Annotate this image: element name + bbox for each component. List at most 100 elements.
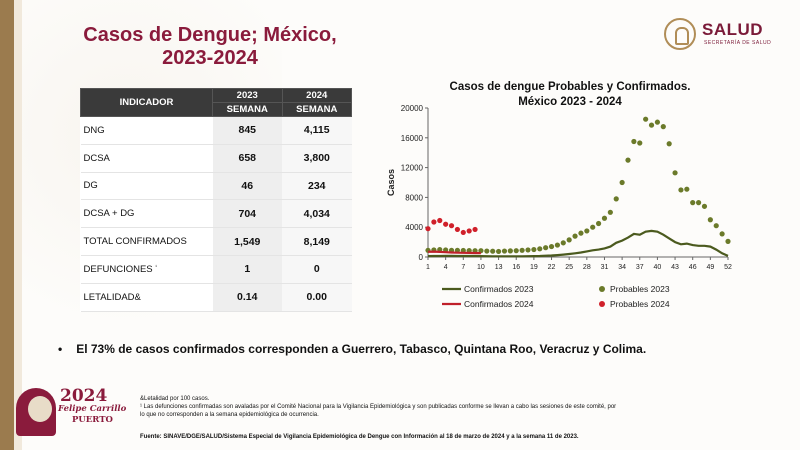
table-row: DCSA + DG 704 4,034 bbox=[80, 199, 352, 229]
header-2023: 2023 bbox=[212, 88, 283, 103]
footnote-marker: ¹ bbox=[155, 263, 157, 270]
footnote-defunciones-cont: lo que no corresponden a la semana epide… bbox=[140, 412, 319, 418]
x-tick-label: 43 bbox=[671, 264, 679, 271]
row-label: DCSA + DG bbox=[80, 199, 213, 229]
header-semana-2024: SEMANA bbox=[281, 102, 352, 117]
point-probables-2023 bbox=[548, 243, 555, 250]
chart-title-line1: Casos de dengue Probables y Confirmados. bbox=[449, 81, 691, 93]
point-probables-2023 bbox=[672, 170, 678, 176]
point-probables-2023 bbox=[607, 209, 613, 215]
x-tick-label: 40 bbox=[654, 264, 662, 271]
point-probables-2023 bbox=[501, 248, 508, 254]
point-probables-2023 bbox=[595, 220, 602, 227]
bullet-point: • El 73% de casos confirmados corresponde… bbox=[58, 342, 646, 356]
table-header-row: INDICADOR 2023 2024 bbox=[80, 88, 352, 117]
x-tick-label: 31 bbox=[601, 264, 609, 271]
value-2024: 8,149 bbox=[282, 227, 352, 256]
logo-subtitle: SECRETARÍA DE SALUD bbox=[704, 40, 772, 46]
y-tick-label: 12000 bbox=[401, 164, 424, 173]
legend-label-confirmados-2024: Confirmados 2024 bbox=[464, 299, 534, 309]
point-probables-2023 bbox=[519, 247, 525, 253]
point-probables-2023 bbox=[572, 233, 578, 239]
point-probables-2024 bbox=[460, 229, 466, 236]
value-2024: 234 bbox=[282, 172, 352, 201]
point-probables-2023 bbox=[531, 246, 537, 253]
row-label: DNG bbox=[80, 116, 213, 145]
point-probables-2023 bbox=[537, 246, 543, 252]
point-probables-2023 bbox=[660, 124, 666, 130]
x-tick-label: 13 bbox=[495, 264, 503, 271]
point-probables-2023 bbox=[713, 223, 719, 229]
x-tick-label: 34 bbox=[618, 264, 626, 271]
footnote-letalidad: &Letalidad por 100 casos. bbox=[140, 396, 210, 402]
point-probables-2024 bbox=[472, 226, 478, 233]
bullet-dot-icon: • bbox=[58, 342, 63, 356]
point-probables-2023 bbox=[637, 140, 643, 146]
bullet-text: El 73% de casos confirmados corresponden… bbox=[76, 342, 647, 356]
legend-swatch-probables-2024 bbox=[599, 301, 605, 307]
chart-title-line2: México 2023 - 2024 bbox=[518, 96, 622, 108]
value-2023: 46 bbox=[212, 172, 282, 201]
header-2024: 2024 bbox=[281, 88, 352, 103]
point-probables-2023 bbox=[701, 203, 708, 209]
felipe-carrillo-badge: 2024 Felipe Carrillo PUERTO bbox=[12, 386, 130, 438]
point-probables-2023 bbox=[695, 200, 702, 206]
point-probables-2023 bbox=[684, 186, 690, 192]
series-line-confirmados-2023 bbox=[427, 229, 729, 258]
dengue-chart: 0 4000 8000 12000 16000 20000 1 4 7 10 13 16 19 22 25 2… bbox=[386, 104, 732, 309]
point-probables-2023 bbox=[690, 200, 696, 206]
point-probables-2023 bbox=[554, 242, 561, 248]
x-tick-label: 46 bbox=[689, 264, 697, 271]
row-label: DCSA bbox=[80, 144, 213, 173]
y-tick-label: 8000 bbox=[405, 193, 423, 202]
point-probables-2023 bbox=[513, 248, 519, 254]
legend-label-probables-2023: Probables 2023 bbox=[610, 284, 670, 294]
point-probables-2023 bbox=[560, 240, 566, 246]
row-label: DG bbox=[80, 172, 213, 201]
value-2023: 0.14 bbox=[212, 283, 282, 312]
source-note: Fuente: SINAVE/DGE/SALUD/Sistema Especia… bbox=[140, 434, 579, 440]
table-row: LETALIDAD& 0.14 0.00 bbox=[80, 283, 352, 312]
point-probables-2023 bbox=[507, 248, 513, 254]
value-2024: 4,034 bbox=[282, 199, 352, 229]
legend-swatch-probables-2023 bbox=[599, 286, 605, 292]
table-header-row-2: SEMANA SEMANA bbox=[81, 102, 352, 117]
x-tick-label: 1 bbox=[426, 264, 430, 271]
y-tick-label: 0 bbox=[419, 253, 424, 262]
point-probables-2023 bbox=[584, 228, 590, 234]
value-2024: 0.00 bbox=[282, 283, 352, 312]
legend-label-probables-2024: Probables 2024 bbox=[610, 299, 670, 309]
y-tick-label: 16000 bbox=[401, 134, 424, 143]
point-probables-2024 bbox=[443, 221, 449, 227]
value-2023: 1,549 bbox=[212, 227, 282, 256]
point-probables-2023 bbox=[725, 238, 731, 244]
value-2023: 1 bbox=[212, 255, 282, 284]
value-2023: 704 bbox=[212, 199, 282, 229]
point-probables-2023 bbox=[631, 138, 637, 145]
point-probables-2023 bbox=[654, 119, 661, 125]
slide-title-line2: 2023-2024 bbox=[162, 47, 258, 69]
series-line-confirmados-2024 bbox=[427, 250, 481, 255]
x-tick-label: 4 bbox=[444, 264, 448, 271]
point-probables-2023 bbox=[495, 248, 502, 255]
footnote-defunciones: ¹ Las defunciones confirmadas son avalad… bbox=[140, 404, 617, 410]
legend-label-confirmados-2023: Confirmados 2023 bbox=[464, 284, 534, 294]
value-2024: 3,800 bbox=[282, 144, 352, 173]
slide-title: Casos de Dengue; México, 2023-2024 bbox=[60, 24, 360, 70]
eagle-emblem-icon bbox=[664, 18, 696, 50]
y-axis-label: Casos bbox=[386, 169, 396, 196]
value-2023: 658 bbox=[212, 144, 282, 173]
point-probables-2023 bbox=[590, 224, 596, 230]
x-tick-label: 7 bbox=[461, 264, 465, 271]
point-probables-2023 bbox=[566, 237, 572, 243]
x-tick-label: 22 bbox=[548, 264, 556, 271]
point-probables-2023 bbox=[525, 247, 531, 253]
indicator-table: INDICADOR 2023 2024 SEMANA SEMANA DNG 84… bbox=[80, 88, 352, 312]
y-tick-label: 4000 bbox=[405, 223, 423, 232]
point-probables-2023 bbox=[719, 231, 725, 237]
x-tick-label: 37 bbox=[636, 264, 644, 271]
point-probables-2023 bbox=[601, 215, 608, 221]
chart-title: Casos de dengue Probables y Confirmados.… bbox=[400, 80, 740, 110]
point-probables-2023 bbox=[678, 187, 684, 193]
point-probables-2024 bbox=[425, 226, 431, 232]
